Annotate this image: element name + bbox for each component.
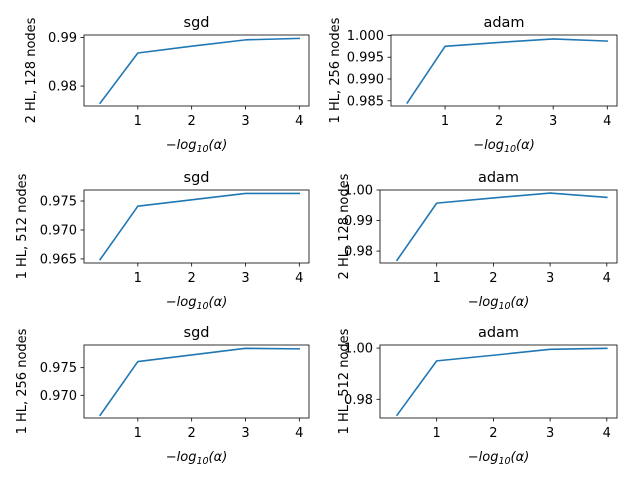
y-tick-label: 0.990 (347, 72, 384, 87)
y-tick-label: 0.98 (344, 245, 373, 260)
subplot-title: adam (483, 15, 524, 31)
x-tick-label: 1 (433, 426, 441, 441)
subplot-6: 1 2 3 4 0.98 1.00 adam 1 HL, 512 nodes −log10(α) (337, 325, 618, 467)
x-axis-label: −log10(α) (468, 450, 530, 467)
x-axis-label: −log10(α) (473, 138, 535, 155)
y-tick-label: 0.99 (48, 31, 77, 46)
y-tick-label: 0.985 (347, 94, 384, 109)
y-tick-label: 1.000 (347, 29, 384, 44)
axes-frame (379, 189, 618, 264)
x-tick-label: 3 (241, 271, 249, 286)
x-tick-label: 4 (295, 426, 303, 441)
x-tick-label: 1 (134, 426, 142, 441)
x-tick-label: 2 (188, 114, 196, 129)
x-tick-label: 2 (489, 271, 497, 286)
x-tick-label: 3 (241, 426, 249, 441)
series-line (395, 192, 608, 262)
y-axis-label: 1 HL, 512 nodes (15, 173, 30, 279)
x-tick-label: 3 (546, 271, 554, 286)
x-tick-label: 2 (489, 426, 497, 441)
x-tick-label: 3 (241, 114, 249, 129)
x-tick-label: 4 (295, 114, 303, 129)
x-tick-label: 3 (549, 114, 557, 129)
subplot-title: sgd (184, 15, 210, 31)
subplot-4: 1 2 3 4 0.98 0.99 1.00 adam 2 HL, 128 nodes −log1… (337, 170, 618, 312)
x-tick-label: 2 (495, 114, 503, 129)
x-tick-label: 1 (441, 114, 449, 129)
axes-frame (83, 189, 310, 264)
series-line (99, 192, 301, 261)
subplot-title: sgd (184, 170, 210, 186)
x-tick-label: 2 (188, 426, 196, 441)
series-line (99, 347, 301, 417)
x-axis-label: −log10(α) (468, 295, 530, 312)
subplot-title: adam (478, 170, 519, 186)
y-axis-label: 1 HL, 512 nodes (337, 328, 352, 434)
axes-frame (379, 344, 618, 419)
y-tick-label: 1.00 (344, 184, 373, 199)
subplot-2: 1 2 3 4 0.985 0.990 0.995 1.000 adam 1 HL, 256 no… (328, 15, 618, 155)
subplot-title: sgd (184, 325, 210, 341)
x-tick-label: 1 (134, 271, 142, 286)
y-tick-label: 0.965 (40, 252, 77, 267)
series-line (395, 347, 608, 417)
x-tick-label: 3 (546, 426, 554, 441)
axes-frame (83, 34, 310, 107)
y-axis-label: 2 HL, 128 nodes (24, 17, 39, 123)
y-tick-label: 1.00 (344, 342, 373, 357)
x-axis-label: −log10(α) (166, 450, 228, 467)
y-tick-label: 0.970 (40, 223, 77, 238)
x-tick-label: 4 (603, 114, 611, 129)
series-line (406, 38, 609, 105)
y-tick-label: 0.975 (40, 195, 77, 210)
x-axis-label: −log10(α) (166, 295, 228, 312)
subplot-1: 1 2 3 4 0.98 0.99 sgd 2 HL, 128 nodes −log10(α) (24, 15, 310, 155)
x-tick-label: 1 (433, 271, 441, 286)
y-axis-label: 1 HL, 256 nodes (15, 328, 30, 434)
subplot-3: 1 2 3 4 0.965 0.970 0.975 sgd 1 HL, 512 nodes −lo… (15, 170, 310, 312)
x-axis-label: −log10(α) (166, 138, 228, 155)
x-tick-label: 4 (603, 271, 611, 286)
series-line (99, 37, 301, 105)
y-tick-label: 0.995 (347, 51, 384, 66)
subplot-5: 1 2 3 4 0.970 0.975 sgd 1 HL, 256 nodes −log10(α… (15, 325, 310, 467)
x-tick-label: 4 (295, 271, 303, 286)
x-tick-label: 2 (188, 271, 196, 286)
axes-frame (83, 344, 310, 419)
y-tick-label: 0.98 (344, 393, 373, 408)
y-tick-label: 0.98 (48, 80, 77, 95)
y-axis-label: 1 HL, 256 nodes (328, 17, 343, 123)
axes-frame (390, 34, 618, 107)
subplot-title: adam (478, 325, 519, 341)
y-tick-label: 0.975 (40, 361, 77, 376)
x-tick-label: 1 (134, 114, 142, 129)
y-tick-label: 0.970 (40, 389, 77, 404)
x-tick-label: 4 (603, 426, 611, 441)
y-tick-label: 0.99 (344, 214, 373, 229)
y-axis-label: 2 HL, 128 nodes (337, 173, 352, 279)
